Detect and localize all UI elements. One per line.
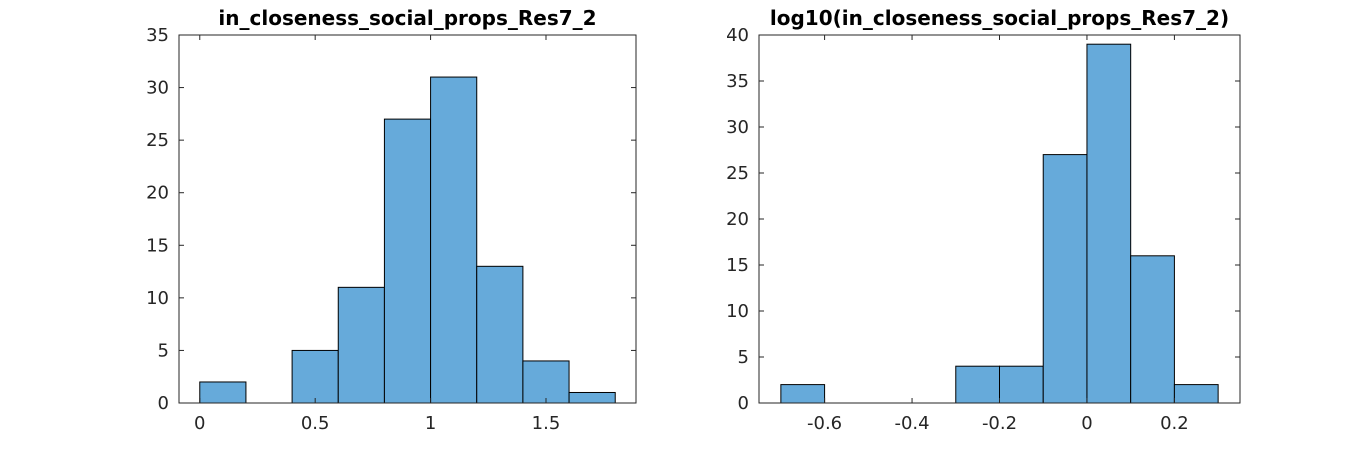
right-bar-7 xyxy=(1086,43,1132,404)
left-xtick-label: 1 xyxy=(425,413,436,434)
right-xtick-label: -0.4 xyxy=(894,413,929,434)
right-ytick-label: 10 xyxy=(726,301,749,322)
left-bar-8 xyxy=(568,391,616,404)
right-bar-9 xyxy=(1173,384,1219,404)
left-chart-title: in_closeness_social_props_Res7_2 xyxy=(218,6,596,30)
right-histogram: log10(in_closeness_social_props_Res7_2) … xyxy=(726,6,1241,434)
right-bar-8 xyxy=(1130,255,1175,404)
right-bar-4 xyxy=(955,365,1000,404)
left-bar-0 xyxy=(199,381,247,404)
right-xtick-label: 0 xyxy=(1081,413,1092,434)
left-ytick-label: 20 xyxy=(146,183,169,204)
left-ytick-label: 0 xyxy=(158,393,169,414)
left-xtick-label: 1.5 xyxy=(532,413,561,434)
right-bar-0 xyxy=(780,384,826,404)
left-bar-7 xyxy=(522,360,570,404)
left-axes-frame xyxy=(178,34,637,404)
right-ytick-label: 5 xyxy=(738,347,749,368)
right-ytick-label: 40 xyxy=(726,25,749,46)
left-ytick-label: 30 xyxy=(146,78,169,99)
right-bar-6 xyxy=(1042,154,1088,404)
right-xtick-label: -0.2 xyxy=(982,413,1017,434)
left-bar-3 xyxy=(337,286,385,404)
left-bar-2 xyxy=(291,349,339,404)
right-ytick-label: 0 xyxy=(738,393,749,414)
right-bar-5 xyxy=(999,365,1044,404)
right-ytick-label: 20 xyxy=(726,209,749,230)
right-chart-title: log10(in_closeness_social_props_Res7_2) xyxy=(770,6,1229,30)
left-bar-4 xyxy=(383,118,432,404)
left-ytick-label: 10 xyxy=(146,288,169,309)
left-ytick-label: 25 xyxy=(146,130,169,151)
left-bar-6 xyxy=(476,265,524,404)
right-xtick-label: -0.6 xyxy=(807,413,842,434)
right-ytick-label: 15 xyxy=(726,255,749,276)
left-xtick-label: 0 xyxy=(194,413,205,434)
left-ytick-label: 35 xyxy=(146,25,169,46)
left-ytick-label: 5 xyxy=(158,340,169,361)
left-xtick-label: 0.5 xyxy=(301,413,330,434)
right-ytick-label: 25 xyxy=(726,163,749,184)
right-ytick-label: 35 xyxy=(726,71,749,92)
left-bar-5 xyxy=(430,76,478,404)
right-xtick-label: 0.2 xyxy=(1160,413,1189,434)
left-ytick-label: 15 xyxy=(146,235,169,256)
right-ytick-label: 30 xyxy=(726,117,749,138)
left-histogram: in_closeness_social_props_Res7_2 0 0.5 1 1.… xyxy=(146,6,637,434)
